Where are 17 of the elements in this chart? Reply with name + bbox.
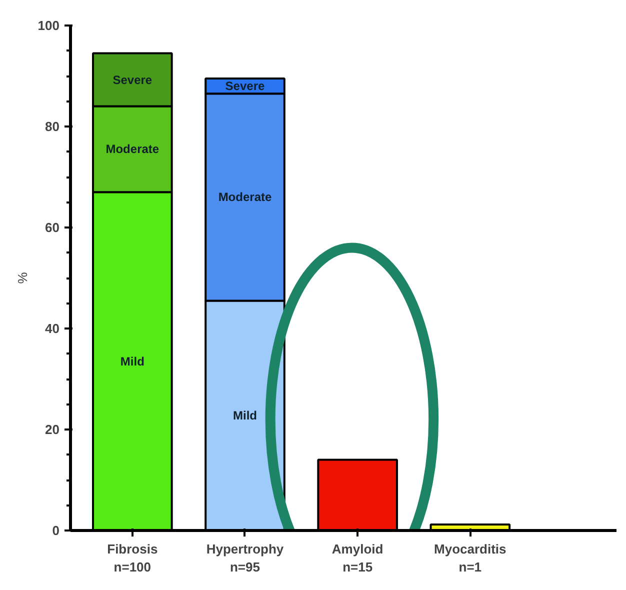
text: Mild [120, 354, 144, 368]
x-tick-label: Fibrosis n=100 [107, 542, 158, 574]
x-tick-label: Myocarditis n=1 [434, 542, 506, 574]
series-label: Severe [225, 79, 266, 94]
series-label: Moderate [218, 190, 272, 204]
text: Severe [112, 72, 152, 87]
series-label: Mild [233, 408, 257, 423]
x-tick-label: Hypertrophy n=95 [206, 542, 284, 574]
y-tick-label: 80 [45, 119, 60, 134]
text: Moderate [106, 142, 160, 156]
x-tick-label: Amyloid n=15 [332, 542, 384, 574]
y-axis-title: % [14, 272, 30, 284]
y-tick-label: 60 [45, 220, 60, 235]
y-tick-label: 40 [45, 321, 60, 336]
y-tick-label: 100 [38, 18, 60, 33]
y-tick-label: 0 [52, 523, 60, 538]
y-tick-label: 20 [45, 422, 60, 437]
